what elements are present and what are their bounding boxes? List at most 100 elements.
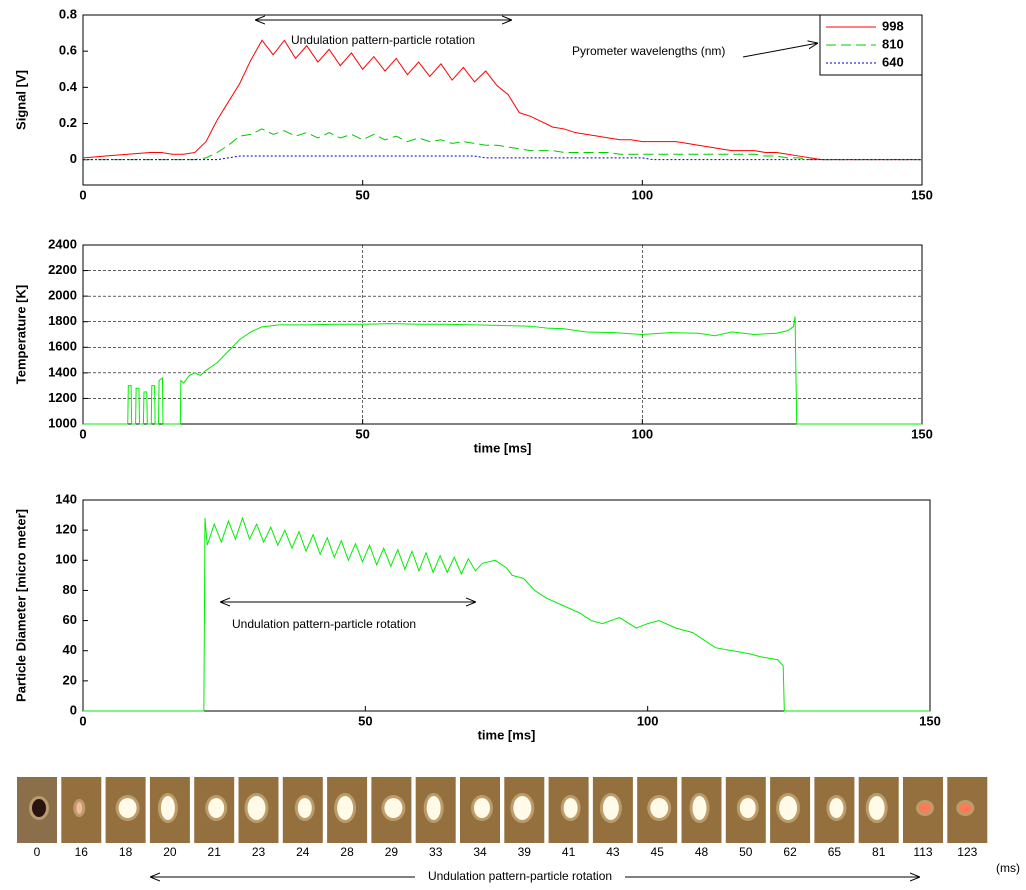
x-tick-label: 50 bbox=[355, 187, 369, 202]
annotation: Undulation pattern-particle rotation bbox=[428, 869, 612, 883]
frame-particle bbox=[513, 796, 531, 820]
image-frame bbox=[549, 777, 589, 843]
time-unit: (ms) bbox=[996, 861, 1020, 875]
frame-particle bbox=[650, 798, 668, 818]
y-tick-label: 0 bbox=[70, 151, 77, 166]
image-frame bbox=[504, 777, 544, 843]
image-frame bbox=[859, 777, 899, 843]
y-tick-label: 0.2 bbox=[59, 115, 77, 130]
y-tick-label: 140 bbox=[55, 491, 77, 506]
plot-area bbox=[83, 500, 930, 711]
y-tick-label: 60 bbox=[63, 612, 77, 627]
frame-time: 81 bbox=[872, 845, 886, 859]
frame-particle bbox=[298, 798, 312, 818]
annotation: Undulation pattern-particle rotation bbox=[232, 617, 416, 631]
frame-particle bbox=[829, 798, 843, 818]
frame-time: 29 bbox=[385, 845, 399, 859]
frame-particle bbox=[337, 796, 353, 820]
image-frame bbox=[947, 777, 987, 843]
frame-time: 20 bbox=[163, 845, 177, 859]
frame-particle bbox=[779, 796, 797, 820]
image-frame bbox=[61, 777, 101, 843]
image-frame bbox=[371, 777, 411, 843]
frame-time: 65 bbox=[828, 845, 842, 859]
legend-label: 810 bbox=[882, 36, 904, 51]
x-tick-label: 150 bbox=[911, 426, 933, 441]
frame-time: 41 bbox=[562, 845, 576, 859]
frame-particle bbox=[384, 798, 402, 818]
frame-time: 123 bbox=[957, 845, 977, 859]
frame-time: 43 bbox=[606, 845, 620, 859]
image-frame bbox=[903, 777, 943, 843]
frame-time: 34 bbox=[473, 845, 487, 859]
frame-particle bbox=[869, 796, 885, 820]
frame-time: 48 bbox=[695, 845, 709, 859]
image-frame bbox=[416, 777, 456, 843]
x-tick-label: 100 bbox=[631, 426, 653, 441]
y-tick-label: 1000 bbox=[48, 415, 77, 430]
annotation: Pyrometer wavelengths (nm) bbox=[572, 44, 725, 58]
x-tick-label: 100 bbox=[637, 713, 659, 728]
y-axis-label: Temperature [K] bbox=[13, 285, 28, 384]
x-tick-label: 50 bbox=[355, 426, 369, 441]
x-tick-label: 0 bbox=[79, 713, 86, 728]
frame-particle bbox=[208, 798, 224, 818]
figure: 00.20.40.60.8050100150Signal [V]10001200… bbox=[0, 0, 1026, 890]
y-tick-label: 80 bbox=[63, 582, 77, 597]
frame-particle bbox=[161, 796, 175, 820]
frame-time: 18 bbox=[119, 845, 133, 859]
image-frame bbox=[682, 777, 722, 843]
frame-time: 23 bbox=[252, 845, 266, 859]
image-frame bbox=[106, 777, 146, 843]
y-tick-label: 100 bbox=[55, 552, 77, 567]
y-tick-label: 0.8 bbox=[59, 6, 77, 21]
x-axis-label: time [ms] bbox=[478, 727, 536, 742]
image-frame bbox=[327, 777, 367, 843]
y-tick-label: 1800 bbox=[48, 313, 77, 328]
frame-time: 50 bbox=[739, 845, 753, 859]
image-frame bbox=[770, 777, 810, 843]
image-frame bbox=[726, 777, 766, 843]
frame-time: 33 bbox=[429, 845, 443, 859]
y-tick-label: 20 bbox=[63, 672, 77, 687]
image-frame bbox=[814, 777, 854, 843]
y-tick-label: 1200 bbox=[48, 390, 77, 405]
y-axis-label: Signal [V] bbox=[13, 70, 28, 130]
frame-particle bbox=[740, 798, 756, 818]
frame-particle bbox=[32, 799, 46, 817]
x-tick-label: 50 bbox=[358, 713, 372, 728]
image-frame bbox=[637, 777, 677, 843]
x-tick-label: 100 bbox=[631, 187, 653, 202]
y-tick-label: 1600 bbox=[48, 339, 77, 354]
frame-particle bbox=[474, 798, 490, 818]
x-tick-label: 150 bbox=[911, 187, 933, 202]
frame-particle bbox=[959, 803, 971, 813]
x-tick-label: 0 bbox=[79, 426, 86, 441]
y-tick-label: 120 bbox=[55, 522, 77, 537]
y-tick-label: 40 bbox=[63, 642, 77, 657]
frame-time: 39 bbox=[518, 845, 532, 859]
frame-time: 113 bbox=[913, 845, 932, 859]
y-tick-label: 1400 bbox=[48, 364, 77, 379]
image-frame bbox=[460, 777, 500, 843]
frame-time: 16 bbox=[75, 845, 89, 859]
y-tick-label: 2400 bbox=[48, 236, 77, 251]
y-tick-label: 0.4 bbox=[59, 79, 78, 94]
frame-particle bbox=[427, 796, 441, 820]
y-tick-label: 2000 bbox=[48, 288, 77, 303]
image-frame bbox=[283, 777, 323, 843]
frame-time: 45 bbox=[651, 845, 665, 859]
frame-particle bbox=[119, 798, 137, 818]
image-frame bbox=[17, 777, 57, 843]
annotation: Undulation pattern-particle rotation bbox=[291, 33, 475, 47]
y-tick-label: 2200 bbox=[48, 262, 77, 277]
legend-label: 640 bbox=[882, 54, 904, 69]
y-axis-label: Particle Diameter [micro meter] bbox=[13, 509, 28, 702]
legend-label: 998 bbox=[882, 18, 904, 33]
frame-particle bbox=[603, 796, 619, 820]
x-axis-label: time [ms] bbox=[474, 440, 532, 455]
x-tick-label: 0 bbox=[79, 187, 86, 202]
frame-particle bbox=[919, 803, 931, 813]
x-tick-label: 150 bbox=[919, 713, 941, 728]
frame-time: 24 bbox=[296, 845, 310, 859]
